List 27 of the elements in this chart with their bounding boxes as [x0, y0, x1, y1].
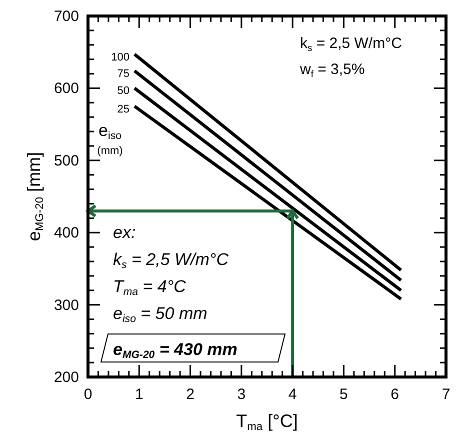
annotation: e$_{iso}$ = 50 mm	[113, 304, 208, 326]
y-tick-label: 400	[54, 224, 79, 242]
annotation: e$_{MG-20}$ = 430 mm	[113, 340, 238, 362]
y-tick-label: 200	[54, 369, 79, 386]
x-tick-label: 3	[237, 386, 246, 403]
annotation: k$_{s}$ = 2,5 W/m°C	[300, 35, 402, 53]
series-label: 75	[117, 68, 130, 80]
x-axis-title: T$_{ma}$ [°C]	[236, 411, 298, 434]
y-tick-label: 700	[54, 8, 79, 25]
x-tick-label: 7	[442, 386, 450, 403]
legend-title: e$_{iso}$ (mm)	[97, 121, 123, 157]
series-label: 100	[111, 51, 130, 64]
annotation: w$_{f}$ = 3,5%	[299, 61, 365, 79]
x-tick-label: 6	[390, 386, 400, 403]
series-label: 50	[117, 85, 130, 98]
series-label: 25	[117, 103, 130, 116]
x-tick-label: 2	[186, 386, 194, 403]
annotation: T$_{ma}$ = 4°C	[113, 277, 187, 298]
annotation: ex:	[113, 223, 136, 242]
x-tick-label: 4	[288, 386, 297, 403]
x-tick-label: 5	[340, 386, 348, 403]
x-tick-label: 1	[134, 386, 144, 403]
y-tick-label: 500	[54, 152, 79, 170]
x-tick-label: 0	[84, 386, 92, 403]
y-tick-label: 300	[54, 296, 79, 314]
annotation: k$_{s}$ = 2,5 W/m°C	[113, 250, 230, 272]
y-tick-label: 600	[54, 80, 79, 98]
